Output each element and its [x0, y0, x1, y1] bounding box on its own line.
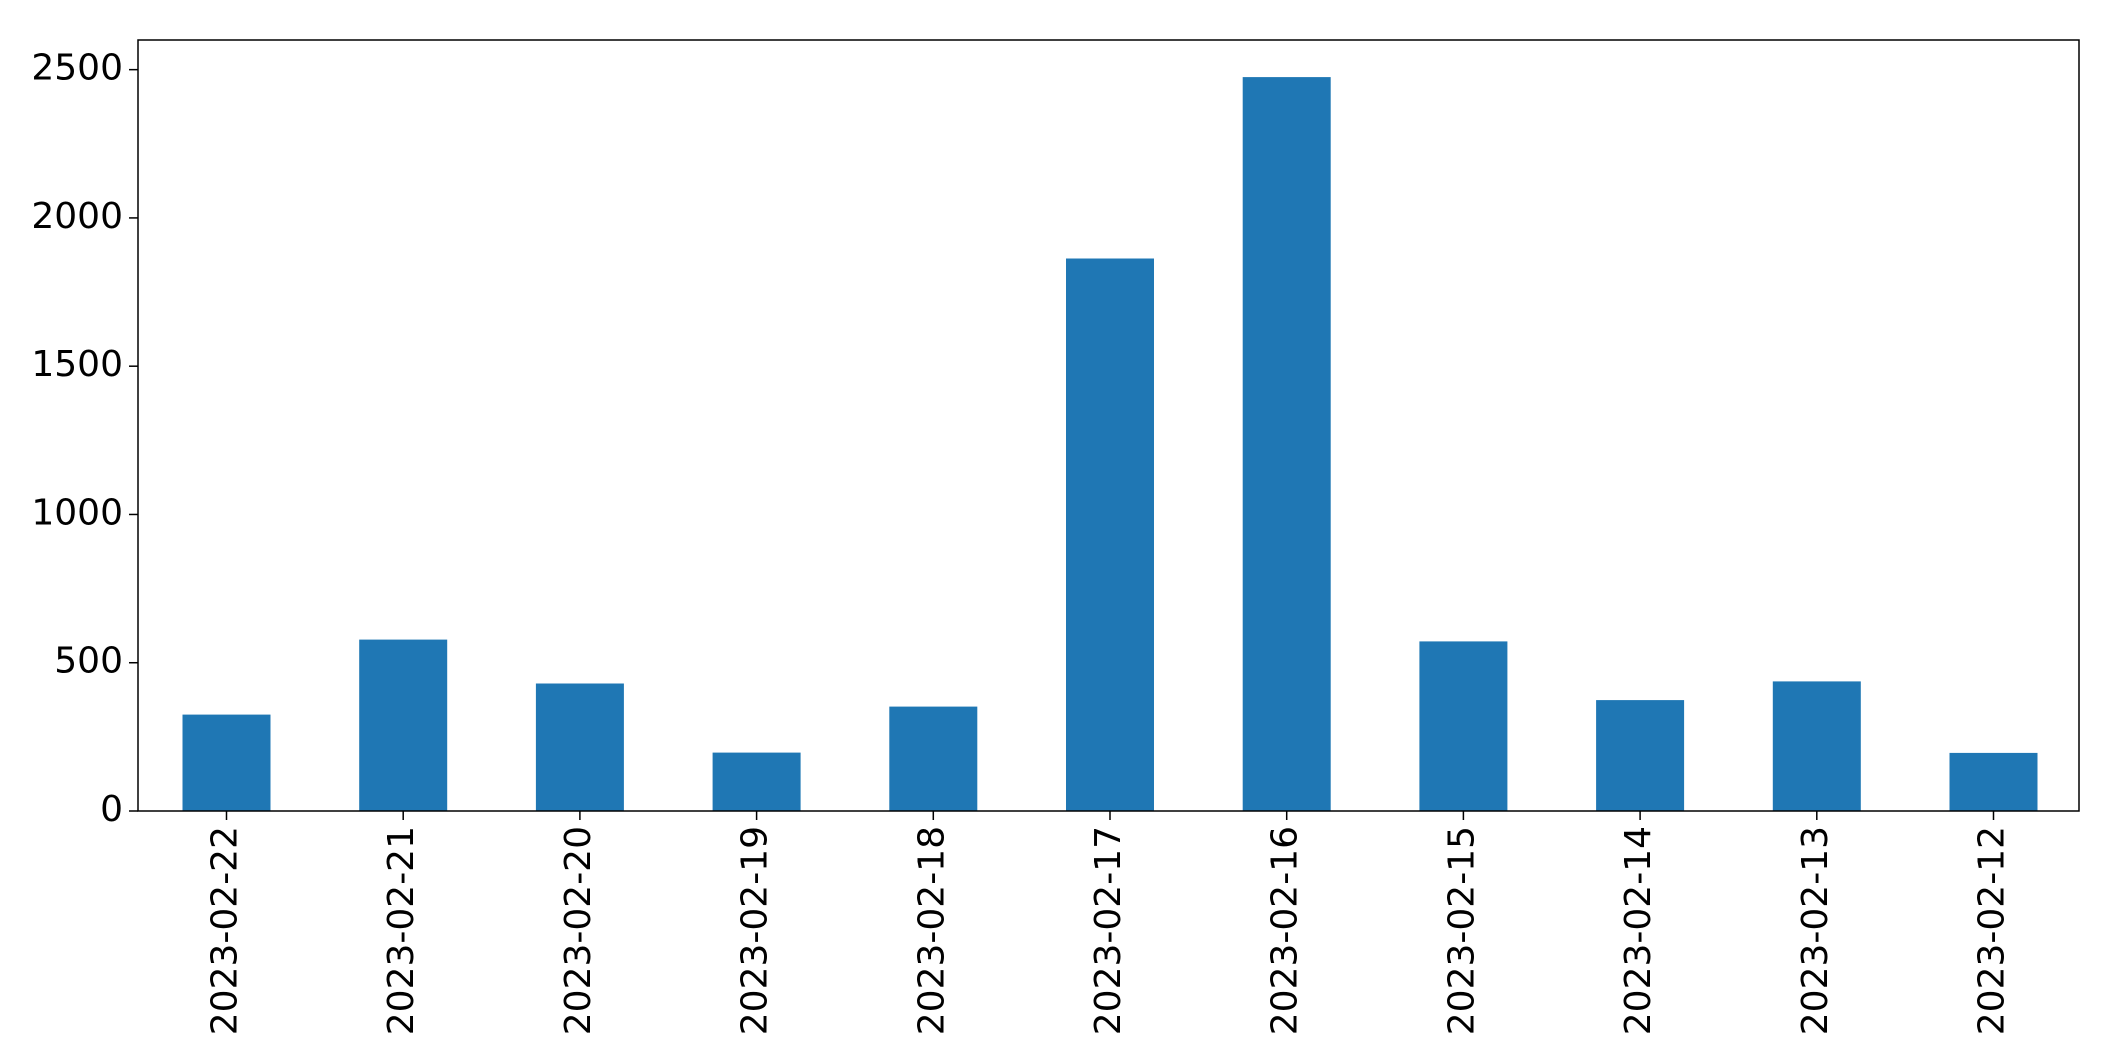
- bar-2023-02-22: [182, 714, 271, 811]
- x-tick-label: 2023-02-14: [1618, 826, 1659, 1035]
- plot-frame: [137, 39, 2080, 812]
- bar-2023-02-15: [1419, 641, 1508, 811]
- bar-2023-02-16: [1242, 77, 1331, 812]
- x-tick-label: 2023-02-22: [205, 826, 246, 1035]
- bar-2023-02-17: [1066, 258, 1154, 811]
- y-tick-label: 2000: [31, 196, 123, 237]
- x-tick-label: 2023-02-18: [911, 826, 952, 1035]
- bar-2023-02-18: [889, 706, 978, 811]
- x-tick-label: 2023-02-21: [381, 826, 422, 1035]
- bar-2023-02-14: [1596, 700, 1685, 811]
- y-tick-label: 2500: [31, 48, 123, 89]
- y-tick-label: 1000: [31, 492, 123, 533]
- bar-2023-02-13: [1772, 681, 1861, 811]
- x-tick-label: 2023-02-20: [558, 826, 599, 1035]
- x-tick-label: 2023-02-16: [1265, 826, 1306, 1035]
- x-tick-label: 2023-02-19: [735, 826, 776, 1035]
- x-tick-label: 2023-02-13: [1795, 826, 1836, 1035]
- bar-2023-02-19: [712, 752, 801, 811]
- y-axis: 0 500 1000 1500 2000 2500: [31, 48, 138, 830]
- y-tick-label: 0: [100, 789, 123, 830]
- bar-2023-02-21: [359, 639, 448, 811]
- x-tick-label: 2023-02-12: [1972, 826, 2013, 1035]
- y-tick-label: 1500: [31, 344, 123, 385]
- x-tick-label: 2023-02-15: [1441, 826, 1482, 1035]
- x-axis: 2023-02-22 2023-02-21 2023-02-20 2023-02-19…: [205, 811, 2013, 1035]
- y-tick-label: 500: [54, 641, 123, 682]
- bar-2023-02-12: [1949, 752, 2038, 811]
- bar-2023-02-20: [535, 683, 624, 811]
- bars-group: [182, 77, 2038, 812]
- x-tick-label: 2023-02-17: [1088, 826, 1129, 1035]
